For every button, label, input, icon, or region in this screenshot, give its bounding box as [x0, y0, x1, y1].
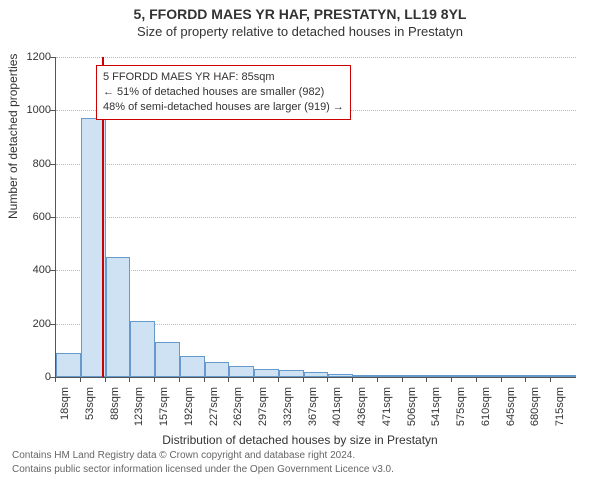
x-tick-mark — [179, 377, 180, 382]
footer-attribution: Contains HM Land Registry data © Crown c… — [0, 449, 600, 476]
y-tick-mark — [50, 324, 55, 325]
x-tick-label: 471sqm — [381, 387, 393, 427]
gridline — [56, 270, 576, 271]
marker-annotation: 5 FFORDD MAES YR HAF: 85sqm← 51% of deta… — [96, 65, 351, 120]
gridline — [56, 217, 576, 218]
x-tick-label: 680sqm — [529, 387, 541, 427]
footer-line-2: Contains public sector information licen… — [12, 463, 588, 477]
histogram-bar — [353, 375, 378, 377]
histogram-bar — [378, 375, 403, 377]
histogram-bar — [155, 342, 180, 377]
y-tick-label: 0 — [11, 371, 51, 383]
x-tick-label: 506sqm — [406, 387, 418, 427]
plot-area: 5 FFORDD MAES YR HAF: 85sqm← 51% of deta… — [55, 57, 576, 378]
x-tick-mark — [352, 377, 353, 382]
x-tick-label: 332sqm — [282, 387, 294, 427]
y-tick-label: 400 — [11, 264, 51, 276]
chart-subtitle: Size of property relative to detached ho… — [0, 22, 600, 39]
x-tick-mark — [228, 377, 229, 382]
histogram-bar — [254, 369, 279, 377]
histogram-bar — [452, 375, 477, 377]
gridline — [56, 57, 576, 58]
x-tick-mark — [303, 377, 304, 382]
x-tick-label: 227sqm — [208, 387, 220, 427]
x-tick-label: 123sqm — [133, 387, 145, 427]
histogram-bar — [304, 372, 329, 377]
x-tick-label: 645sqm — [505, 387, 517, 427]
histogram-bar — [328, 374, 353, 377]
x-tick-mark — [525, 377, 526, 382]
x-tick-mark — [55, 377, 56, 382]
annotation-line-1: ← 51% of detached houses are smaller (98… — [103, 85, 344, 100]
histogram-bar — [106, 257, 131, 377]
y-tick-label: 800 — [11, 158, 51, 170]
x-tick-mark — [501, 377, 502, 382]
x-tick-label: 541sqm — [430, 387, 442, 427]
x-tick-mark — [426, 377, 427, 382]
x-tick-label: 401sqm — [331, 387, 343, 427]
x-tick-mark — [402, 377, 403, 382]
x-tick-label: 157sqm — [158, 387, 170, 427]
y-tick-mark — [50, 57, 55, 58]
y-tick-label: 200 — [11, 318, 51, 330]
x-tick-mark — [154, 377, 155, 382]
x-tick-label: 610sqm — [480, 387, 492, 427]
y-tick-mark — [50, 110, 55, 111]
histogram-bar — [205, 362, 230, 377]
x-tick-label: 575sqm — [455, 387, 467, 427]
histogram-bar — [477, 375, 502, 377]
x-tick-mark — [476, 377, 477, 382]
x-tick-label: 297sqm — [257, 387, 269, 427]
x-tick-label: 192sqm — [183, 387, 195, 427]
x-tick-mark — [550, 377, 551, 382]
x-tick-mark — [278, 377, 279, 382]
x-tick-mark — [253, 377, 254, 382]
histogram-bar — [526, 375, 551, 377]
y-tick-label: 600 — [11, 211, 51, 223]
gridline — [56, 164, 576, 165]
y-tick-mark — [50, 164, 55, 165]
x-tick-mark — [204, 377, 205, 382]
histogram-bar — [427, 375, 452, 377]
annotation-line-0: 5 FFORDD MAES YR HAF: 85sqm — [103, 70, 344, 85]
x-tick-label: 436sqm — [356, 387, 368, 427]
y-tick-mark — [50, 270, 55, 271]
address-title: 5, FFORDD MAES YR HAF, PRESTATYN, LL19 8… — [0, 0, 600, 22]
chart-container: Number of detached properties 5 FFORDD M… — [0, 39, 600, 449]
x-tick-mark — [129, 377, 130, 382]
histogram-bar — [279, 370, 304, 377]
histogram-bar — [130, 321, 155, 377]
x-tick-label: 18sqm — [59, 387, 71, 427]
histogram-bar — [180, 356, 205, 377]
x-axis-label: Distribution of detached houses by size … — [0, 433, 600, 447]
x-tick-mark — [451, 377, 452, 382]
x-tick-mark — [105, 377, 106, 382]
y-tick-label: 1200 — [11, 51, 51, 63]
annotation-line-2: 48% of semi-detached houses are larger (… — [103, 100, 344, 115]
footer-line-1: Contains HM Land Registry data © Crown c… — [12, 449, 588, 463]
histogram-bar — [403, 375, 428, 377]
x-tick-label: 88sqm — [109, 387, 121, 427]
y-tick-label: 1000 — [11, 104, 51, 116]
x-tick-mark — [377, 377, 378, 382]
y-axis-label: Number of detached properties — [6, 54, 20, 219]
histogram-bar — [551, 375, 576, 377]
x-tick-label: 715sqm — [554, 387, 566, 427]
x-tick-label: 367sqm — [307, 387, 319, 427]
x-tick-mark — [327, 377, 328, 382]
x-tick-label: 262sqm — [232, 387, 244, 427]
y-tick-mark — [50, 217, 55, 218]
histogram-bar — [56, 353, 81, 377]
x-tick-mark — [80, 377, 81, 382]
histogram-bar — [229, 366, 254, 377]
x-tick-label: 53sqm — [84, 387, 96, 427]
histogram-bar — [502, 375, 527, 377]
